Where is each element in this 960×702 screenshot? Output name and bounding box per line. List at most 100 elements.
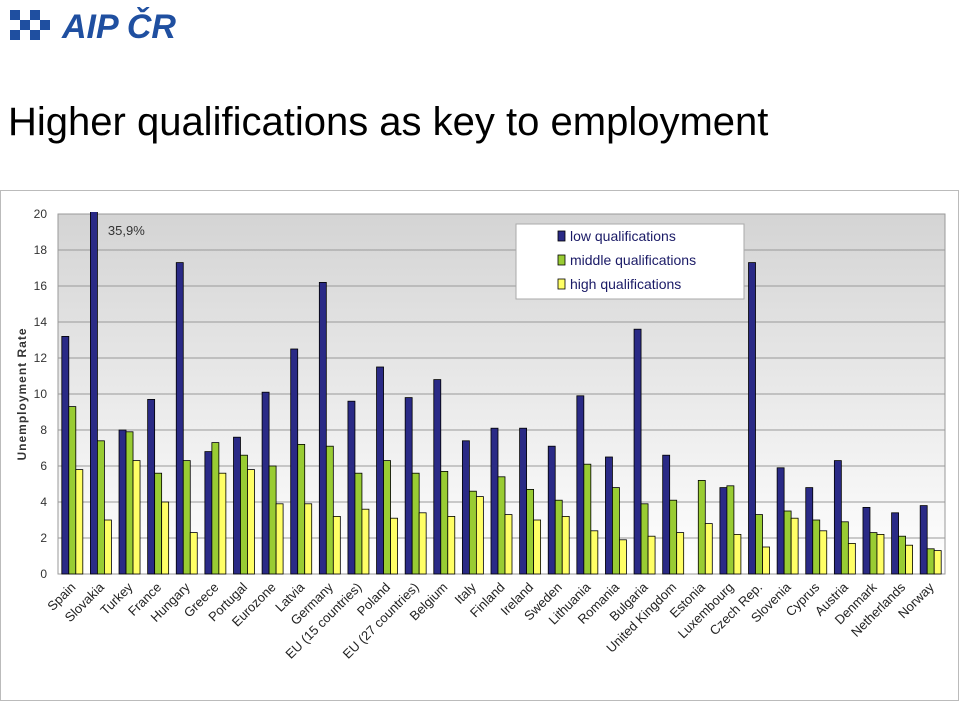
- y-axis-label: Unemployment Rate: [15, 327, 29, 460]
- bar: [68, 406, 77, 575]
- bar: [132, 460, 141, 575]
- bar: [697, 479, 706, 575]
- bar: [461, 440, 470, 575]
- y-tick-label: 14: [34, 315, 48, 329]
- bar: [325, 445, 334, 575]
- legend-box: [515, 223, 745, 300]
- bar: [297, 443, 306, 575]
- bar: [404, 397, 413, 575]
- bar: [447, 516, 456, 575]
- y-tick-label: 16: [34, 279, 48, 293]
- y-tick-label: 18: [34, 243, 48, 257]
- bar: [526, 488, 535, 575]
- bar: [755, 514, 763, 575]
- bar: [776, 467, 785, 575]
- bar: [919, 505, 928, 575]
- bar: [218, 472, 227, 575]
- bar: [318, 281, 327, 575]
- bar: [819, 530, 828, 575]
- bar: [147, 398, 156, 575]
- bar: [468, 490, 477, 575]
- bar: [182, 460, 191, 575]
- bar: [704, 523, 713, 575]
- bar: [847, 543, 856, 575]
- y-tick-label: 8: [40, 423, 47, 437]
- bar: [411, 472, 420, 575]
- bars: [61, 212, 942, 575]
- bar: [490, 427, 499, 575]
- bar: [840, 521, 849, 575]
- bar: [332, 516, 341, 575]
- bar: [733, 534, 742, 575]
- legend-label: low qualifications: [570, 228, 676, 244]
- y-tick-label: 4: [40, 495, 47, 509]
- bar: [647, 535, 656, 575]
- y-tick-label: 0: [40, 567, 47, 581]
- bar: [726, 485, 735, 575]
- bar: [905, 544, 913, 575]
- bar: [390, 517, 398, 575]
- bar: [204, 451, 213, 575]
- bar: [497, 476, 506, 575]
- bar: [762, 546, 770, 575]
- bar: [440, 470, 449, 575]
- bar: [475, 496, 484, 575]
- bar: [247, 469, 255, 575]
- y-tick-label: 20: [34, 207, 48, 221]
- y-tick-label: 12: [34, 351, 48, 365]
- bar: [790, 517, 799, 575]
- bar: [876, 534, 885, 575]
- bar: [61, 335, 70, 575]
- bar: [90, 212, 98, 575]
- bar: [783, 510, 792, 575]
- bar: [233, 436, 241, 575]
- bar: [275, 503, 284, 575]
- bar: [354, 472, 363, 575]
- bar: [640, 503, 649, 575]
- bar: [590, 530, 599, 575]
- bar: [304, 503, 313, 575]
- bar: [347, 400, 356, 575]
- bar: [125, 431, 134, 575]
- bar: [418, 512, 427, 575]
- bar: [926, 548, 935, 575]
- bar: [211, 442, 220, 575]
- bar: [268, 465, 277, 575]
- legend-swatch: [557, 278, 566, 290]
- bar: [898, 535, 906, 575]
- bar: [805, 487, 814, 575]
- bar: [433, 379, 442, 575]
- bar: [719, 487, 728, 575]
- y-tick-label: 10: [34, 387, 48, 401]
- bar: [361, 508, 370, 575]
- bar: [605, 456, 613, 575]
- bar: [383, 460, 391, 575]
- bar: [504, 514, 513, 575]
- bar: [519, 427, 528, 575]
- bar: [812, 519, 821, 575]
- y-tick-label: 6: [40, 459, 47, 473]
- bar: [118, 429, 127, 575]
- bar: [261, 391, 270, 575]
- bar: [240, 454, 248, 575]
- logo: AIP ČR: [61, 7, 176, 46]
- bar: [583, 463, 592, 575]
- bar: [97, 440, 105, 575]
- bar: [612, 487, 620, 575]
- bar: [161, 501, 170, 575]
- bar: [376, 366, 384, 575]
- legend-swatch: [557, 230, 566, 242]
- legend-label: high qualifications: [570, 276, 681, 292]
- bar: [669, 499, 678, 575]
- bar: [576, 395, 585, 575]
- bar: [104, 519, 112, 575]
- logo-icon: [10, 10, 50, 40]
- bar: [554, 499, 563, 575]
- legend-label: middle qualifications: [570, 252, 696, 268]
- bar: [175, 262, 184, 575]
- bar: [561, 516, 570, 575]
- bar: [547, 445, 556, 575]
- bar: [833, 460, 842, 575]
